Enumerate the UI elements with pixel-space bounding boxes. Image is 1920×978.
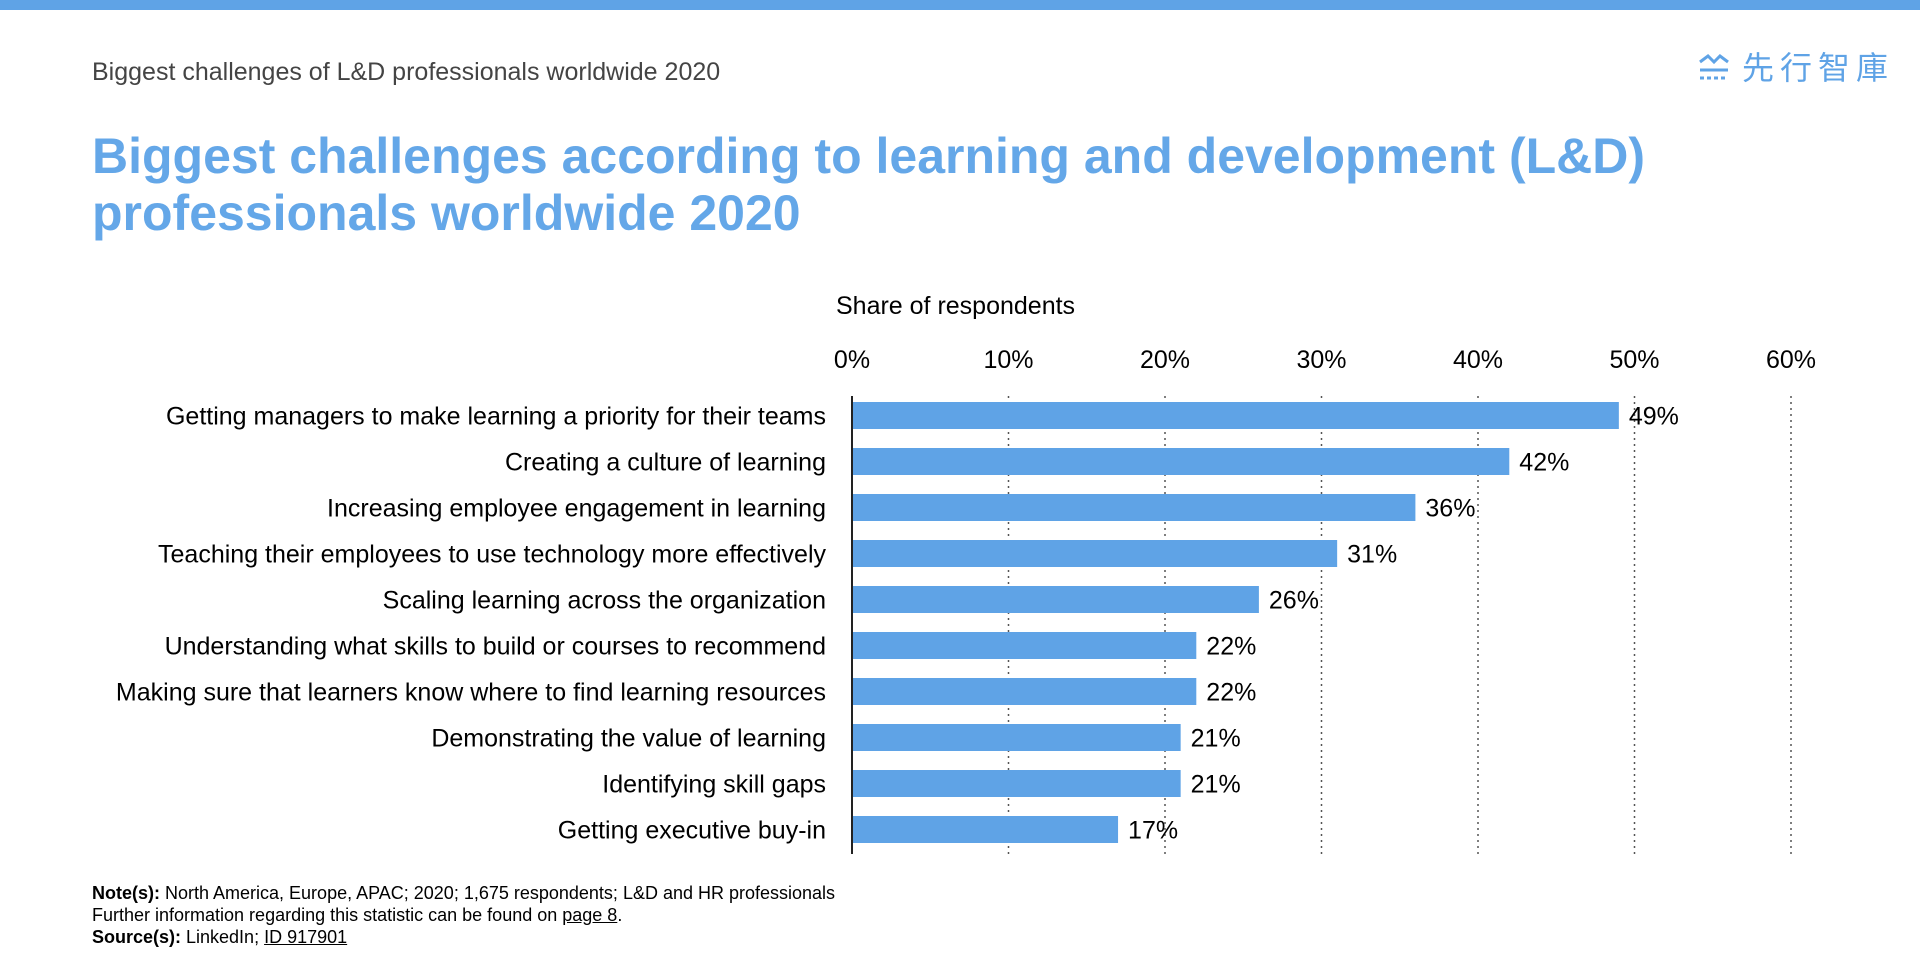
category-label: Identifying skill gaps — [602, 771, 826, 799]
source-label: Source(s): — [92, 927, 182, 947]
value-label: 22% — [1206, 679, 1256, 707]
chart-title: Biggest challenges according to learning… — [92, 128, 1646, 241]
category-label: Demonstrating the value of learning — [431, 725, 826, 753]
category-label: Making sure that learners know where to … — [116, 679, 826, 707]
x-tick-label: 10% — [983, 346, 1033, 374]
bar — [852, 724, 1181, 751]
x-tick-label: 0% — [834, 346, 870, 374]
category-label: Teaching their employees to use technolo… — [158, 541, 826, 569]
x-tick-label: 40% — [1453, 346, 1503, 374]
logo-text: 先行智庫 — [1742, 50, 1895, 86]
bar — [852, 402, 1619, 429]
source-id-link[interactable]: ID 917901 — [264, 927, 348, 947]
x-tick-label: 50% — [1609, 346, 1659, 374]
value-label: 42% — [1519, 449, 1569, 477]
category-label: Understanding what skills to build or co… — [165, 633, 826, 661]
value-label: 26% — [1269, 587, 1319, 615]
category-label: Scaling learning across the organization — [383, 587, 826, 615]
category-label: Increasing employee engagement in learni… — [327, 495, 826, 523]
category-label: Getting executive buy-in — [558, 817, 826, 845]
category-label: Getting managers to make learning a prio… — [166, 403, 826, 431]
page-link[interactable]: page 8 — [562, 905, 618, 925]
chart-footer: Note(s): North America, Europe, APAC; 20… — [92, 882, 835, 948]
logo-mark-icon — [1699, 54, 1729, 80]
note-label: Note(s): — [92, 883, 160, 903]
value-label: 17% — [1128, 817, 1178, 845]
slide-subtitle: Biggest challenges of L&D professionals … — [92, 58, 721, 86]
x-axis-title: Share of respondents — [836, 292, 1076, 320]
bar — [852, 770, 1181, 797]
top-accent-bar — [0, 0, 1920, 10]
info-line: Further information regarding this stati… — [92, 904, 835, 926]
bar — [852, 816, 1119, 843]
note-text: North America, Europe, APAC; 2020; 1,675… — [160, 883, 836, 903]
bar — [852, 632, 1197, 659]
bar — [852, 540, 1338, 567]
info-end: . — [617, 905, 623, 925]
category-label: Creating a culture of learning — [505, 449, 826, 477]
value-label: 31% — [1347, 541, 1397, 569]
source-line: Source(s): LinkedIn; ID 917901 — [92, 926, 835, 948]
bar — [852, 586, 1259, 613]
info-text: Further information regarding this stati… — [92, 905, 563, 925]
brand-logo: 先行智庫 — [1698, 50, 1894, 86]
x-tick-label: 20% — [1140, 346, 1190, 374]
value-label: 22% — [1206, 633, 1256, 661]
note-line: Note(s): North America, Europe, APAC; 20… — [92, 882, 835, 904]
value-label: 21% — [1191, 725, 1241, 753]
value-label: 36% — [1425, 495, 1475, 523]
source-text: LinkedIn; — [181, 927, 265, 947]
value-label: 49% — [1629, 403, 1679, 431]
x-tick-label: 30% — [1296, 346, 1346, 374]
x-tick-label: 60% — [1766, 346, 1816, 374]
bar — [852, 494, 1416, 521]
value-label: 21% — [1191, 771, 1241, 799]
bar — [852, 678, 1197, 705]
bar — [852, 448, 1510, 475]
